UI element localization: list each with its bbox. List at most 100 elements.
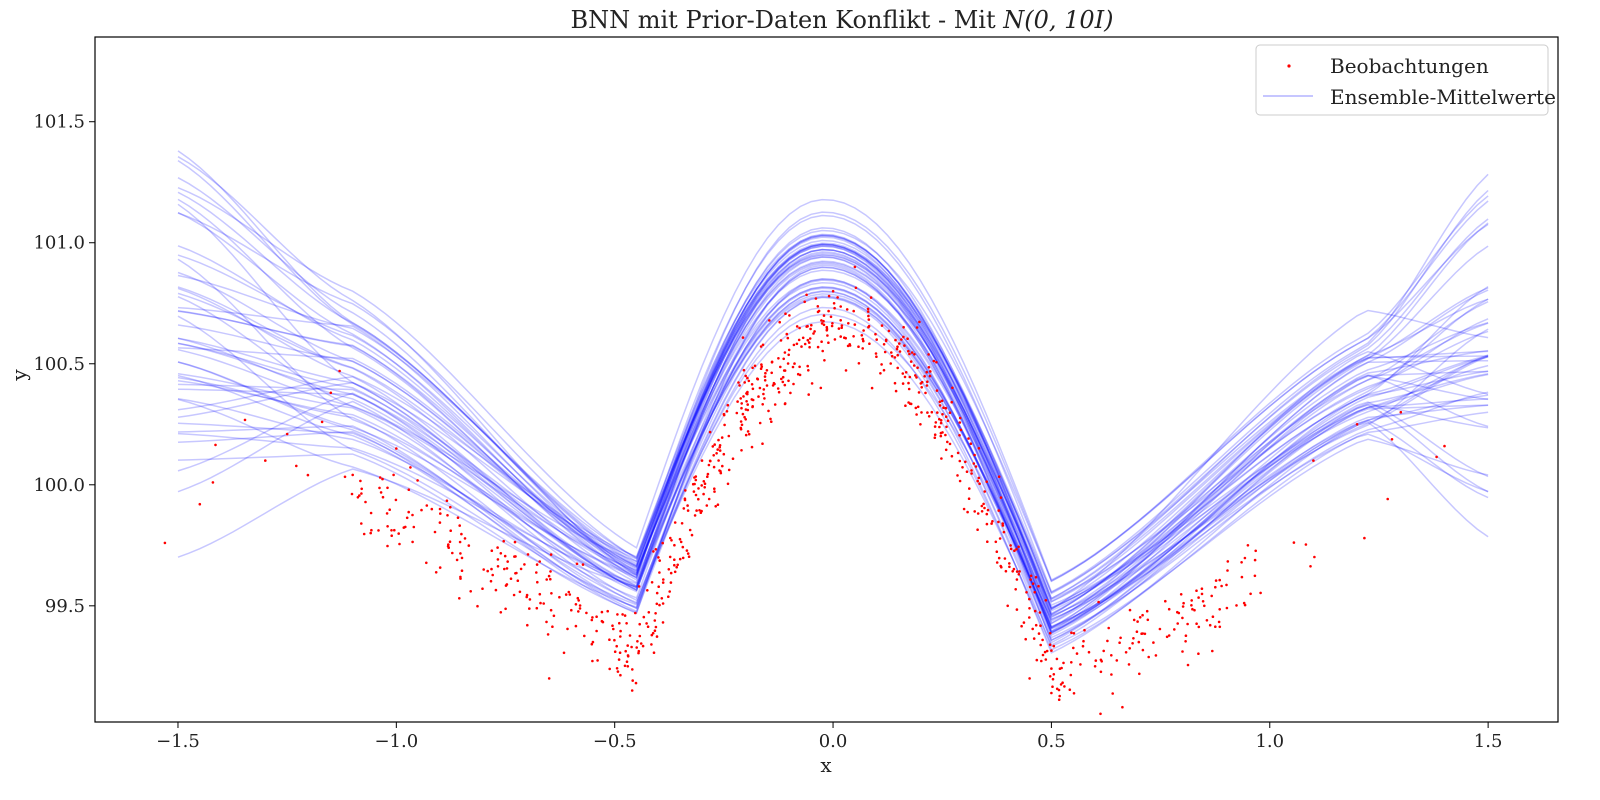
observation-point bbox=[617, 658, 621, 661]
observation-point bbox=[860, 334, 864, 337]
y-axis-ticks: 99.5 100.0 100.5 101.0 101.5 bbox=[33, 112, 95, 617]
observation-point bbox=[868, 342, 871, 346]
ensemble-line bbox=[177, 159, 1489, 616]
observation-point bbox=[787, 353, 790, 357]
observation-point bbox=[1182, 601, 1185, 605]
observation-point bbox=[917, 391, 921, 394]
observation-point bbox=[718, 449, 722, 452]
observation-point bbox=[1011, 570, 1014, 573]
observation-point bbox=[904, 404, 907, 408]
observation-point bbox=[718, 469, 721, 472]
observation-point bbox=[861, 337, 865, 341]
observation-point bbox=[578, 604, 582, 607]
observation-point bbox=[1048, 631, 1052, 635]
observation-point bbox=[706, 475, 709, 479]
observation-point bbox=[595, 629, 598, 633]
observation-point bbox=[1038, 611, 1042, 614]
observation-point bbox=[673, 543, 676, 547]
observation-point bbox=[798, 365, 801, 369]
observation-point bbox=[973, 510, 976, 513]
observation-point bbox=[669, 571, 673, 575]
observation-point bbox=[839, 305, 842, 308]
observation-point bbox=[936, 411, 939, 414]
observation-point bbox=[995, 561, 999, 564]
observation-point bbox=[619, 629, 622, 633]
observation-point bbox=[211, 481, 215, 484]
observation-point bbox=[1240, 575, 1244, 579]
observation-point bbox=[306, 473, 310, 477]
observation-point bbox=[395, 447, 398, 450]
observation-point bbox=[785, 332, 789, 336]
observation-point bbox=[751, 366, 754, 370]
ensemble-line bbox=[177, 295, 1489, 642]
observation-point bbox=[1184, 640, 1187, 643]
observation-point bbox=[616, 670, 620, 673]
observation-point bbox=[1000, 565, 1003, 569]
observation-point bbox=[901, 382, 905, 385]
observation-point bbox=[760, 365, 764, 369]
observation-point bbox=[1177, 611, 1181, 615]
legend-marker-observations bbox=[1287, 64, 1291, 68]
observation-point bbox=[1193, 608, 1196, 612]
observation-point bbox=[641, 644, 645, 648]
observation-point bbox=[550, 592, 553, 595]
observation-point bbox=[991, 520, 994, 523]
observation-point bbox=[590, 642, 594, 646]
observation-point bbox=[932, 359, 936, 363]
observation-point bbox=[927, 366, 931, 369]
observation-point bbox=[1243, 603, 1247, 607]
observation-point bbox=[686, 504, 689, 507]
legend-box bbox=[1255, 44, 1549, 116]
observation-point bbox=[807, 393, 810, 396]
observation-point bbox=[650, 633, 654, 637]
observation-point bbox=[652, 651, 656, 654]
observation-point bbox=[920, 386, 923, 389]
observation-point bbox=[1014, 588, 1017, 591]
observation-point bbox=[552, 614, 556, 618]
observation-point bbox=[694, 475, 698, 478]
observation-point bbox=[1141, 648, 1145, 652]
observation-point bbox=[1186, 622, 1189, 626]
observation-point bbox=[902, 325, 905, 329]
observation-point bbox=[1186, 663, 1190, 667]
observation-point bbox=[707, 463, 711, 467]
observation-point bbox=[1008, 562, 1011, 565]
observation-point bbox=[801, 336, 805, 340]
observation-point bbox=[394, 498, 398, 502]
observation-point bbox=[523, 563, 526, 566]
observation-point bbox=[1041, 638, 1044, 642]
observation-point bbox=[516, 579, 520, 582]
observation-point bbox=[763, 379, 767, 382]
observation-point bbox=[959, 428, 963, 432]
observation-point bbox=[1055, 687, 1059, 691]
observation-point bbox=[393, 528, 396, 532]
ensemble-line bbox=[177, 248, 1489, 612]
observation-point bbox=[1017, 545, 1020, 549]
observation-point bbox=[1127, 663, 1131, 666]
observation-point bbox=[825, 327, 829, 331]
observation-point bbox=[722, 452, 726, 456]
observation-point bbox=[1218, 625, 1222, 629]
observation-point bbox=[1008, 565, 1011, 569]
observation-point bbox=[1435, 455, 1438, 459]
observation-point bbox=[1211, 649, 1214, 653]
observation-point bbox=[736, 400, 739, 403]
observation-point bbox=[884, 339, 888, 343]
observation-point bbox=[1094, 659, 1098, 662]
observation-point bbox=[762, 388, 766, 391]
observation-point bbox=[1032, 637, 1036, 640]
observation-point bbox=[821, 349, 824, 353]
observation-point bbox=[451, 551, 454, 555]
observation-point bbox=[1018, 570, 1021, 573]
observation-point bbox=[1225, 606, 1229, 610]
observation-point bbox=[770, 420, 773, 424]
observation-point bbox=[514, 572, 517, 575]
observation-point bbox=[1055, 657, 1059, 661]
observation-point bbox=[574, 624, 578, 628]
observation-point bbox=[814, 297, 818, 300]
observation-point bbox=[711, 445, 715, 448]
observation-point bbox=[938, 404, 942, 407]
observation-point bbox=[903, 344, 906, 347]
observation-point bbox=[912, 364, 916, 367]
observation-point bbox=[1006, 604, 1009, 608]
